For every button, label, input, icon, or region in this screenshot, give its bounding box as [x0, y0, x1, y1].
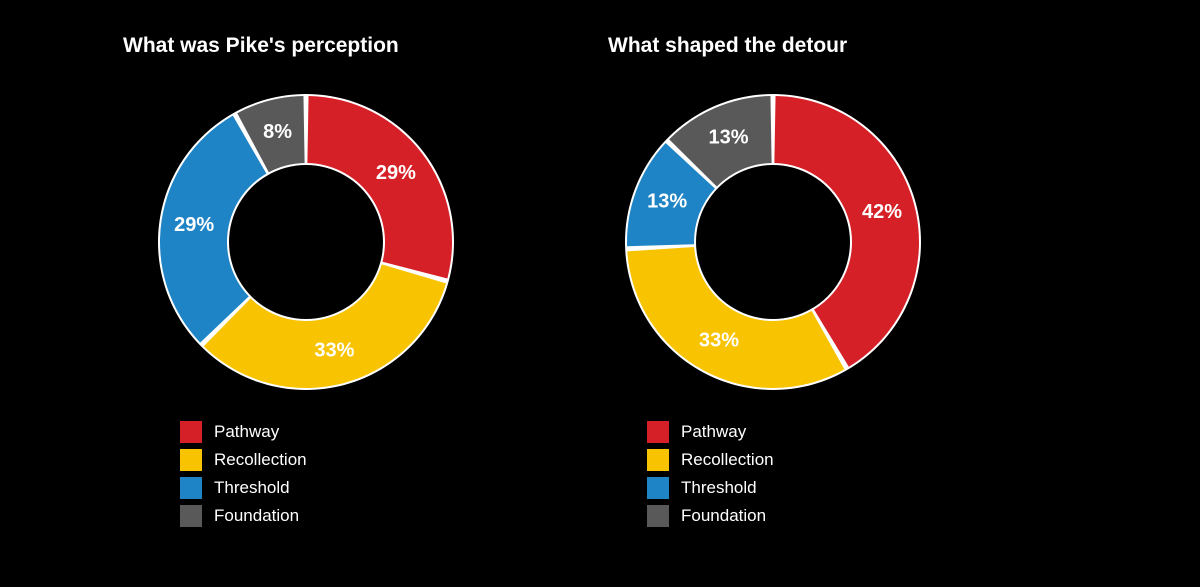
chart-right-legend-label-1: Recollection	[681, 450, 774, 470]
chart-right-slice-1-label: 33%	[699, 330, 739, 352]
chart-right-legend-row-1: Recollection	[647, 446, 774, 474]
chart-right-slice-3-label: 13%	[709, 126, 749, 148]
chart-right-legend: Pathway Recollection Threshold Foundation	[647, 418, 774, 530]
chart-right-slice-0-label: 42%	[862, 201, 902, 223]
chart-left-slice-1-label: 33%	[314, 340, 354, 362]
chart-left-donut: 29% 33% 29% 8%	[154, 90, 458, 394]
chart-right-legend-row-3: Foundation	[647, 502, 774, 530]
chart-left-legend-label-0: Pathway	[214, 422, 279, 442]
chart-left-legend-label-2: Threshold	[214, 478, 290, 498]
chart-right-slice-1	[627, 247, 844, 388]
chart-left-title: What was Pike's perception	[123, 34, 399, 58]
chart-right-legend-swatch-0	[647, 421, 669, 443]
chart-left-legend-row-3: Foundation	[180, 502, 307, 530]
chart-left-slice-2-label: 29%	[174, 214, 214, 236]
chart-left-slice-3-label: 8%	[263, 121, 292, 143]
chart-right-legend-label-0: Pathway	[681, 422, 746, 442]
chart-right-legend-swatch-3	[647, 505, 669, 527]
chart-left-legend-swatch-3	[180, 505, 202, 527]
chart-left-slice-0-label: 29%	[376, 162, 416, 184]
chart-left-legend-row-2: Threshold	[180, 474, 307, 502]
chart-right-legend-label-3: Foundation	[681, 506, 766, 526]
chart-left-legend-swatch-1	[180, 449, 202, 471]
chart-left-legend: Pathway Recollection Threshold Foundation	[180, 418, 307, 530]
chart-right-slice-2-label: 13%	[647, 191, 687, 213]
chart-left-legend-swatch-2	[180, 477, 202, 499]
chart-right-donut: 42% 33% 13% 13%	[621, 90, 925, 394]
chart-left-legend-row-1: Recollection	[180, 446, 307, 474]
chart-right-legend-swatch-2	[647, 477, 669, 499]
chart-right-title: What shaped the detour	[608, 34, 847, 58]
chart-left-legend-label-1: Recollection	[214, 450, 307, 470]
chart-right-legend-swatch-1	[647, 449, 669, 471]
chart-left-slice-0	[307, 96, 452, 278]
chart-right-legend-label-2: Threshold	[681, 478, 757, 498]
chart-right-legend-row-0: Pathway	[647, 418, 774, 446]
chart-left-legend-swatch-0	[180, 421, 202, 443]
chart-left-legend-label-3: Foundation	[214, 506, 299, 526]
chart-left-legend-row-0: Pathway	[180, 418, 307, 446]
chart-right-legend-row-2: Threshold	[647, 474, 774, 502]
